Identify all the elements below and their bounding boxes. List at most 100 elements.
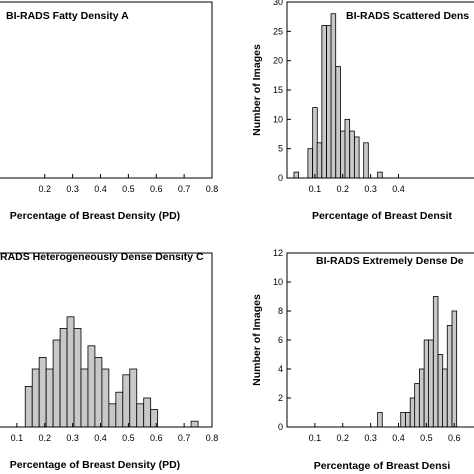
x-tick-label: 0.3	[66, 184, 79, 194]
chart-title: BI-RADS Scattered Dens	[346, 10, 469, 22]
histogram-bar	[38, 356, 47, 428]
histogram-bar	[136, 403, 145, 428]
histogram-bar	[414, 383, 420, 428]
y-tick-label: 20	[273, 56, 283, 66]
panel-scattered-density: 0.1 0.2 0.3 0.4 0 5 10 15 20 25 30 BI-RADS Scattere…	[251, 0, 474, 222]
y-tick-label: 2	[278, 393, 283, 403]
x-tick-label: 0.3	[364, 184, 377, 194]
histogram-bar	[326, 25, 332, 179]
histogram-bar	[59, 327, 68, 428]
x-axis-label: Percentage of Breast Densi	[314, 460, 451, 472]
histogram-bar	[293, 171, 300, 179]
histogram-bar	[80, 368, 89, 428]
x-tick-label: 0.3	[66, 433, 79, 443]
histogram-bar	[344, 118, 351, 179]
histogram-bar	[400, 412, 406, 428]
x-tick-label: 0.6	[448, 433, 461, 443]
histogram-bar	[335, 66, 341, 179]
histogram-bar	[363, 142, 369, 179]
x-tick-label: 0.5	[122, 184, 135, 194]
histogram-bar	[31, 368, 40, 428]
x-tick-label: 0.4	[94, 433, 107, 443]
histogram-bar	[108, 403, 117, 428]
y-tick-label: 10	[273, 277, 283, 287]
panel-fatty-density-a: 0.2 0.3 0.4 0.5 0.6 0.7 0.8 BI-RADS Fatty Densi…	[0, 1, 219, 222]
histogram-bar	[405, 412, 411, 428]
histogram-bar	[340, 130, 346, 179]
y-tick-label: 25	[273, 26, 283, 36]
histogram-bar	[52, 339, 61, 428]
histogram-bar	[377, 412, 383, 428]
histogram-bar	[330, 13, 337, 179]
y-tick-label: 15	[273, 85, 283, 95]
x-tick-label: 0.1	[309, 433, 322, 443]
histogram-bar	[143, 397, 152, 428]
x-tick-label: 0.7	[178, 433, 191, 443]
histogram-bar	[307, 148, 313, 179]
histogram-bar	[122, 374, 131, 428]
x-tick-label: 0.6	[150, 184, 163, 194]
panel-heterogeneously-dense-density-c: 0.1 0.2 0.3 0.4 0.5 0.6 0.7 0.8 RADS Heterogeneo…	[0, 251, 218, 471]
y-tick-label: 30	[273, 0, 283, 7]
y-tick-label: 8	[278, 306, 283, 316]
histogram-bar	[409, 397, 416, 428]
histogram-bar	[190, 420, 199, 428]
y-tick-label: 4	[278, 364, 283, 374]
x-tick-label: 0.1	[11, 433, 24, 443]
histogram-bar	[354, 136, 360, 179]
x-axis-label: Percentage of Breast Density (PD)	[10, 459, 180, 471]
x-tick-label: 0.2	[336, 433, 349, 443]
x-tick-label: 0.1	[309, 184, 322, 194]
y-tick-label: 10	[273, 114, 283, 124]
histogram-bar	[115, 391, 124, 428]
y-tick-label: 0	[278, 173, 283, 183]
histogram-bar	[349, 130, 355, 179]
chart-title: RADS Heterogeneously Dense Density C	[0, 251, 204, 263]
x-tick-label: 0.4	[392, 184, 405, 194]
histogram-bar	[94, 356, 103, 428]
histogram-bar	[446, 325, 453, 428]
x-tick-label: 0.6	[150, 433, 163, 443]
y-tick-label: 12	[273, 248, 283, 258]
y-axis-label: Number of Images	[251, 44, 263, 136]
histogram-bar	[24, 385, 33, 428]
histogram-bar	[45, 368, 54, 428]
panel-extremely-dense-density: 0.1 0.2 0.3 0.4 0.5 0.6 0 2 4 6 8 10 12 BI-RADS Extre…	[251, 248, 474, 472]
histogram-bar	[442, 368, 448, 428]
x-tick-label: 0.2	[336, 184, 349, 194]
x-axis-label: Percentage of Breast Density (PD)	[10, 210, 180, 222]
y-tick-label: 6	[278, 335, 283, 345]
x-tick-label: 0.5	[122, 433, 135, 443]
x-tick-label: 0.3	[364, 433, 377, 443]
x-tick-label: 0.5	[420, 433, 433, 443]
histogram-bar	[87, 345, 96, 428]
y-tick-label: 5	[278, 144, 283, 154]
x-tick-label: 0.8	[206, 184, 219, 194]
y-axis-label: Number of Images	[251, 294, 263, 386]
histogram-bar	[129, 368, 138, 428]
histogram-bar	[451, 310, 458, 428]
x-tick-label: 0.2	[38, 433, 51, 443]
x-tick-label: 0.7	[178, 184, 191, 194]
chart-title: BI-RADS Extremely Dense De	[316, 255, 464, 267]
x-tick-label: 0.8	[206, 433, 219, 443]
histogram-bar	[432, 296, 439, 428]
histogram-bar	[312, 107, 318, 179]
histogram-bar	[437, 354, 444, 428]
plot-frame	[0, 1, 213, 179]
histogram-bar	[66, 316, 75, 428]
histogram-bar	[419, 368, 425, 428]
histogram-bar	[101, 368, 110, 428]
histogram-bar	[73, 327, 82, 428]
x-axis-label: Percentage of Breast Densit	[312, 210, 453, 222]
histogram-bar	[377, 171, 383, 179]
x-tick-label: 0.4	[392, 433, 405, 443]
histogram-bar	[428, 339, 434, 428]
x-tick-label: 0.4	[94, 184, 107, 194]
x-tick-label: 0.2	[38, 184, 51, 194]
y-tick-label: 0	[278, 422, 283, 432]
chart-title: BI-RADS Fatty Density A	[6, 10, 129, 22]
histogram-bar	[316, 142, 323, 179]
histogram-bar	[423, 339, 430, 428]
